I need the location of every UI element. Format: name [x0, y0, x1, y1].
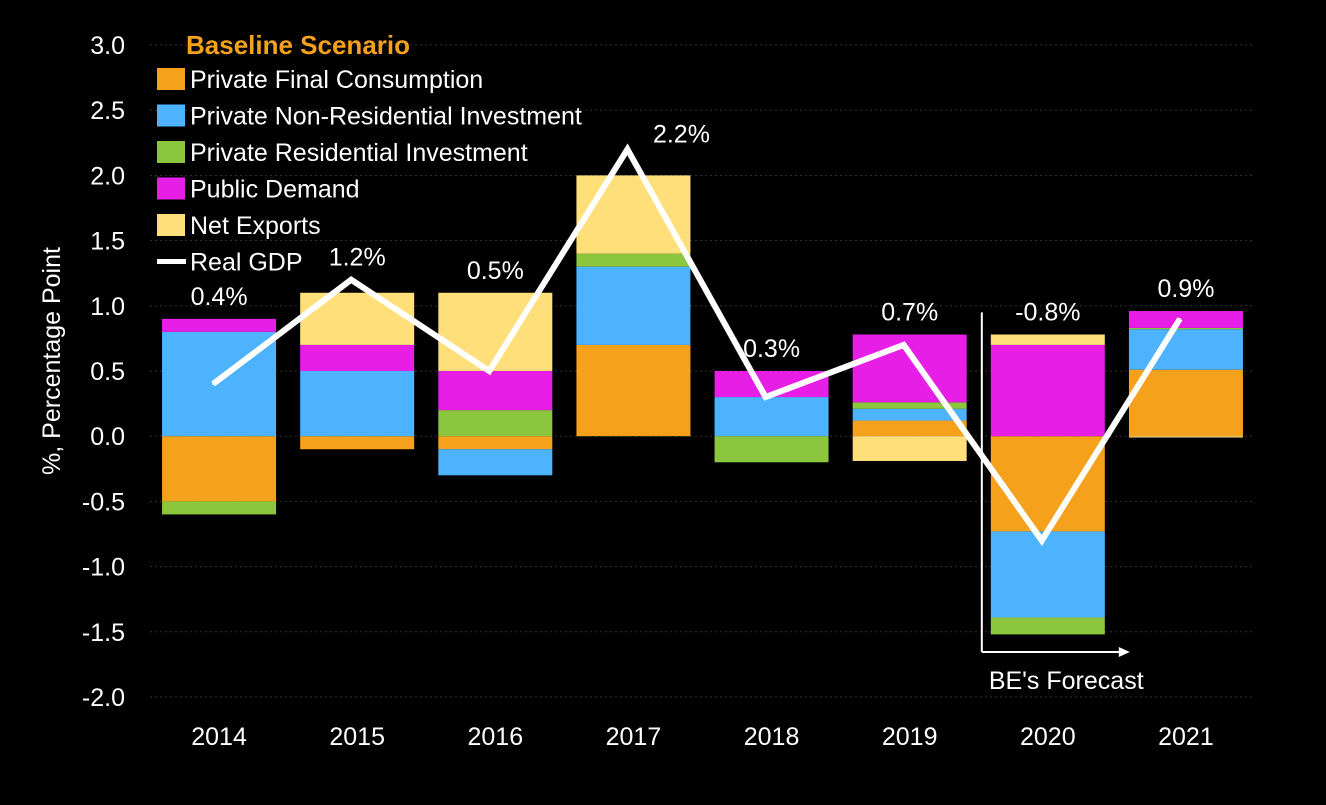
bar-segment [438, 449, 553, 476]
bar-segment [1128, 311, 1243, 328]
x-tick-label: 2014 [191, 723, 247, 751]
bar-segment [576, 344, 691, 437]
legend-label: Private Residential Investment [190, 139, 528, 167]
y-tick-label: 1.5 [90, 228, 125, 256]
legend-swatch [157, 141, 185, 163]
gdp-point [902, 343, 905, 346]
y-tick-label: 3.0 [90, 32, 125, 60]
bar-segment [852, 420, 967, 437]
bar-segment [990, 617, 1105, 635]
bar-segment [300, 436, 415, 450]
bar-segment [990, 436, 1105, 532]
bar-segment [852, 436, 967, 461]
x-tick-label: 2017 [606, 723, 662, 751]
bar-segment [1128, 327, 1243, 330]
legend-swatch [157, 214, 185, 236]
legend-label: Private Non-Residential Investment [190, 103, 582, 131]
y-tick-label: -1.0 [82, 554, 125, 582]
bar-segment [1128, 369, 1243, 437]
gdp-data-label: 2.2% [653, 120, 710, 148]
legend-swatch [157, 68, 185, 90]
gdp-data-label: 0.5% [467, 257, 524, 285]
gdp-data-label: 0.9% [1157, 275, 1214, 303]
bar-segment [990, 344, 1105, 437]
x-tick-label: 2018 [744, 723, 800, 751]
y-tick-label: -0.5 [82, 488, 125, 516]
x-tick-label: 2016 [468, 723, 524, 751]
y-tick-label: 0.0 [90, 423, 125, 451]
y-axis-title: %, Percentage Point [38, 247, 66, 475]
gdp-point [350, 278, 353, 281]
gdp-data-label: 0.7% [881, 298, 938, 326]
x-tick-label: 2020 [1020, 723, 1076, 751]
legend-label: Public Demand [190, 176, 360, 204]
y-tick-label: 0.5 [90, 358, 125, 386]
y-tick-label: 2.0 [90, 162, 125, 190]
bar-segment [714, 397, 829, 437]
x-tick-label: 2021 [1158, 723, 1214, 751]
gdp-data-label: -0.8% [1015, 298, 1080, 326]
bar-segment [576, 253, 691, 267]
bar-segment [990, 334, 1105, 345]
forecast-annotation: BE's Forecast [989, 667, 1144, 695]
bar-segment [438, 436, 553, 450]
legend-title: Baseline Scenario [186, 30, 410, 60]
bar-segment [990, 531, 1105, 618]
gdp-point [1040, 539, 1043, 542]
forecast-arrowhead [1118, 647, 1130, 657]
gdp-data-label: 0.3% [743, 335, 800, 363]
legend-label: Real GDP [190, 249, 303, 277]
bar-segment [162, 318, 277, 332]
gdp-data-label: 0.4% [191, 283, 248, 311]
y-tick-label: 1.0 [90, 293, 125, 321]
legend-swatch [157, 177, 185, 200]
bar-segment [300, 371, 415, 437]
gdp-point [626, 148, 629, 151]
gdp-point [764, 396, 767, 399]
y-tick-label: 2.5 [90, 97, 125, 125]
bar-segment [162, 501, 277, 515]
legend-swatch [157, 104, 185, 127]
bar-segment [1128, 436, 1243, 438]
gdp-point [488, 370, 491, 372]
bar-segment [438, 410, 553, 437]
bar-segment [576, 266, 691, 345]
x-tick-label: 2015 [329, 723, 385, 751]
bar-segment [300, 344, 415, 371]
y-tick-label: -1.5 [82, 619, 125, 647]
bar-segment [438, 371, 553, 411]
gdp-point [1178, 317, 1181, 320]
bar-segment [852, 402, 967, 409]
bar-segment [576, 175, 691, 254]
x-tick-label: 2019 [882, 723, 938, 751]
y-tick-label: -2.0 [82, 684, 125, 712]
bar-segment [852, 334, 967, 403]
bar-segment [852, 408, 967, 421]
bar-segment [162, 436, 277, 502]
gdp-data-label: 1.2% [329, 244, 386, 272]
legend-label: Net Exports [190, 212, 321, 240]
bar-segment [714, 436, 829, 463]
gdp-point [212, 383, 215, 386]
legend-label: Private Final Consumption [190, 66, 483, 94]
gdp-line [211, 143, 1183, 546]
bar-segment [1128, 329, 1243, 370]
bar-segment [300, 292, 415, 345]
